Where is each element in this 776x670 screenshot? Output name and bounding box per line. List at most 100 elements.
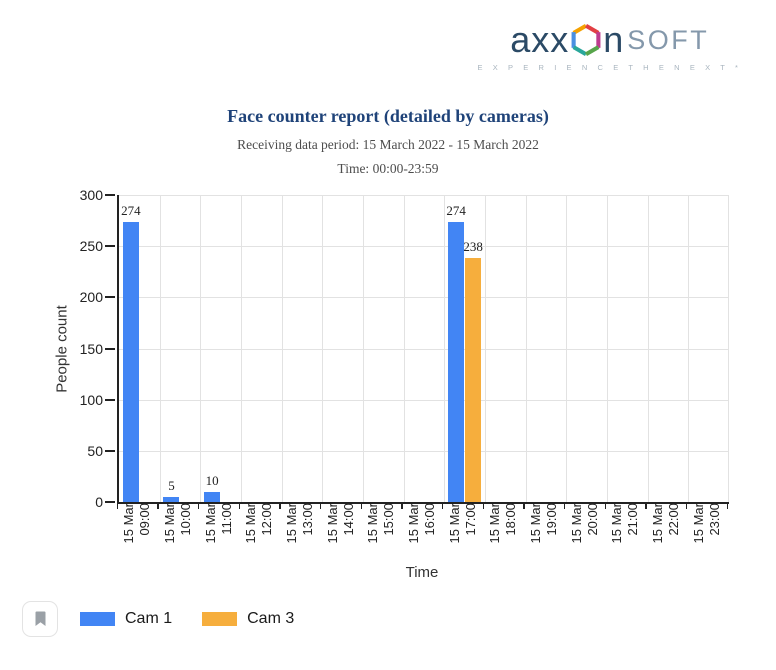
y-tick-label: 250 <box>79 238 103 255</box>
gridline-vertical <box>322 195 324 502</box>
x-tick-label: 15 Mar 11:00 <box>202 503 234 544</box>
gridline-vertical <box>647 195 649 502</box>
bookmark-icon <box>35 611 45 626</box>
x-tick-mark <box>360 504 362 509</box>
x-tick-mark <box>563 504 566 509</box>
chart-legend: Cam 1 Cam 3 <box>80 610 294 628</box>
gridline-vertical <box>444 195 446 502</box>
cam-1-bar: 5 <box>163 478 180 502</box>
x-tick-mark <box>685 504 688 509</box>
gridline-horizontal <box>119 450 729 452</box>
category-cell: 10 <box>200 195 241 502</box>
x-tick-mark <box>116 504 118 509</box>
gridline-vertical <box>363 195 364 502</box>
legend-swatch <box>80 611 115 626</box>
x-tick-label: 15 Mar 20:00 <box>568 503 600 544</box>
category-cell: 5 <box>160 195 201 502</box>
x-tick-label: 15 Mar 21:00 <box>609 503 640 544</box>
gridline-vertical <box>281 195 283 502</box>
gridline-horizontal <box>119 246 729 248</box>
x-tick-mark <box>441 504 444 509</box>
category-cell <box>322 195 363 502</box>
y-tick-mark <box>105 501 115 503</box>
x-tick-mark <box>726 504 728 509</box>
y-tick-label: 50 <box>87 442 103 459</box>
axxonsoft-logo: axx n SOFT E X P E R I E N C E T H E N E… <box>477 22 742 73</box>
logo-text-n: n <box>603 19 625 60</box>
category-cell <box>363 195 404 502</box>
category-cell: 274 <box>119 195 160 502</box>
bookmark-button[interactable] <box>22 600 58 637</box>
gridline-vertical <box>688 195 690 502</box>
y-tick-mark <box>105 347 115 350</box>
x-tick-mark <box>645 504 647 509</box>
x-tick-label: 15 Mar 22:00 <box>650 503 681 544</box>
cam-3-bar: 238 <box>463 239 483 502</box>
x-tick-mark <box>157 504 159 509</box>
x-tick-mark <box>604 504 606 509</box>
x-tick-label: 15 Mar 17:00 <box>446 503 478 544</box>
x-tick-label: 15 Mar 19:00 <box>528 503 559 544</box>
y-tick-mark <box>105 398 115 401</box>
x-axis-title: Time <box>405 564 439 581</box>
legend-item-cam-1: Cam 1 <box>80 610 172 628</box>
gridline-vertical <box>485 195 486 502</box>
x-tick-mark <box>523 504 525 509</box>
gridline-vertical <box>200 195 202 502</box>
y-tick-label: 0 <box>95 494 103 510</box>
legend-swatch <box>202 611 238 626</box>
plot-area: 274 5 10 274 238 <box>117 195 729 504</box>
x-tick-label: 15 Mar 18:00 <box>487 503 518 544</box>
logo-text-soft: SOFT <box>627 24 710 55</box>
cam-1-bar: 274 <box>446 203 466 502</box>
y-tick-label: 150 <box>79 340 103 357</box>
cam-1-bar: 10 <box>204 473 221 502</box>
gridline-vertical <box>525 195 527 502</box>
gridline-horizontal <box>119 195 729 196</box>
bar-value-label: 5 <box>168 477 175 493</box>
y-tick-mark <box>105 194 115 196</box>
bar-value-label: 274 <box>121 202 141 218</box>
y-tick-label: 200 <box>79 289 103 306</box>
category-cell <box>607 195 648 502</box>
bar-value-label: 274 <box>446 202 466 218</box>
logo-tagline: E X P E R I E N C E T H E N E X T * <box>477 63 742 72</box>
gridline-horizontal <box>119 297 729 299</box>
legend-label: Cam 3 <box>247 609 295 627</box>
gridline-horizontal <box>119 399 729 401</box>
logo-text-axx: axx <box>510 19 570 60</box>
x-tick-mark <box>319 504 322 509</box>
report-period: Receiving data period: 15 March 2022 - 1… <box>237 137 539 152</box>
category-cell <box>241 195 282 502</box>
x-tick-label: 15 Mar 23:00 <box>690 503 722 544</box>
cam-1-bar: 274 <box>121 203 141 502</box>
legend-label: Cam 1 <box>125 609 173 627</box>
x-tick-label: 15 Mar 15:00 <box>365 503 396 544</box>
gridline-horizontal <box>119 348 729 350</box>
x-tick-mark <box>197 504 200 509</box>
logo-wordmark: axx n SOFT <box>477 22 742 58</box>
category-cell <box>404 195 445 502</box>
x-tick-mark <box>279 504 281 509</box>
chart-footer: Cam 1 Cam 3 <box>22 600 294 637</box>
gridline-vertical <box>159 195 161 502</box>
bar-value-label: 238 <box>463 239 483 255</box>
x-tick-label: 15 Mar 12:00 <box>243 503 274 544</box>
y-tick-mark <box>105 449 115 452</box>
legend-item-cam-3: Cam 3 <box>202 610 294 628</box>
hexagon-logo-icon <box>571 23 601 57</box>
x-tick-label: 15 Mar 14:00 <box>324 503 356 544</box>
y-tick-mark <box>105 296 115 299</box>
category-cell <box>526 195 567 502</box>
category-cell <box>282 195 323 502</box>
y-tick-mark <box>105 245 115 248</box>
y-tick-label: 300 <box>79 187 103 203</box>
x-tick-mark <box>401 504 403 509</box>
report-time-range: Time: 00:00-23:59 <box>337 161 439 176</box>
x-tick-label: 15 Mar 09:00 <box>121 503 152 544</box>
gridline-vertical <box>566 195 568 502</box>
gridline-vertical <box>403 195 405 502</box>
report-title: Face counter report (detailed by cameras… <box>227 106 549 126</box>
